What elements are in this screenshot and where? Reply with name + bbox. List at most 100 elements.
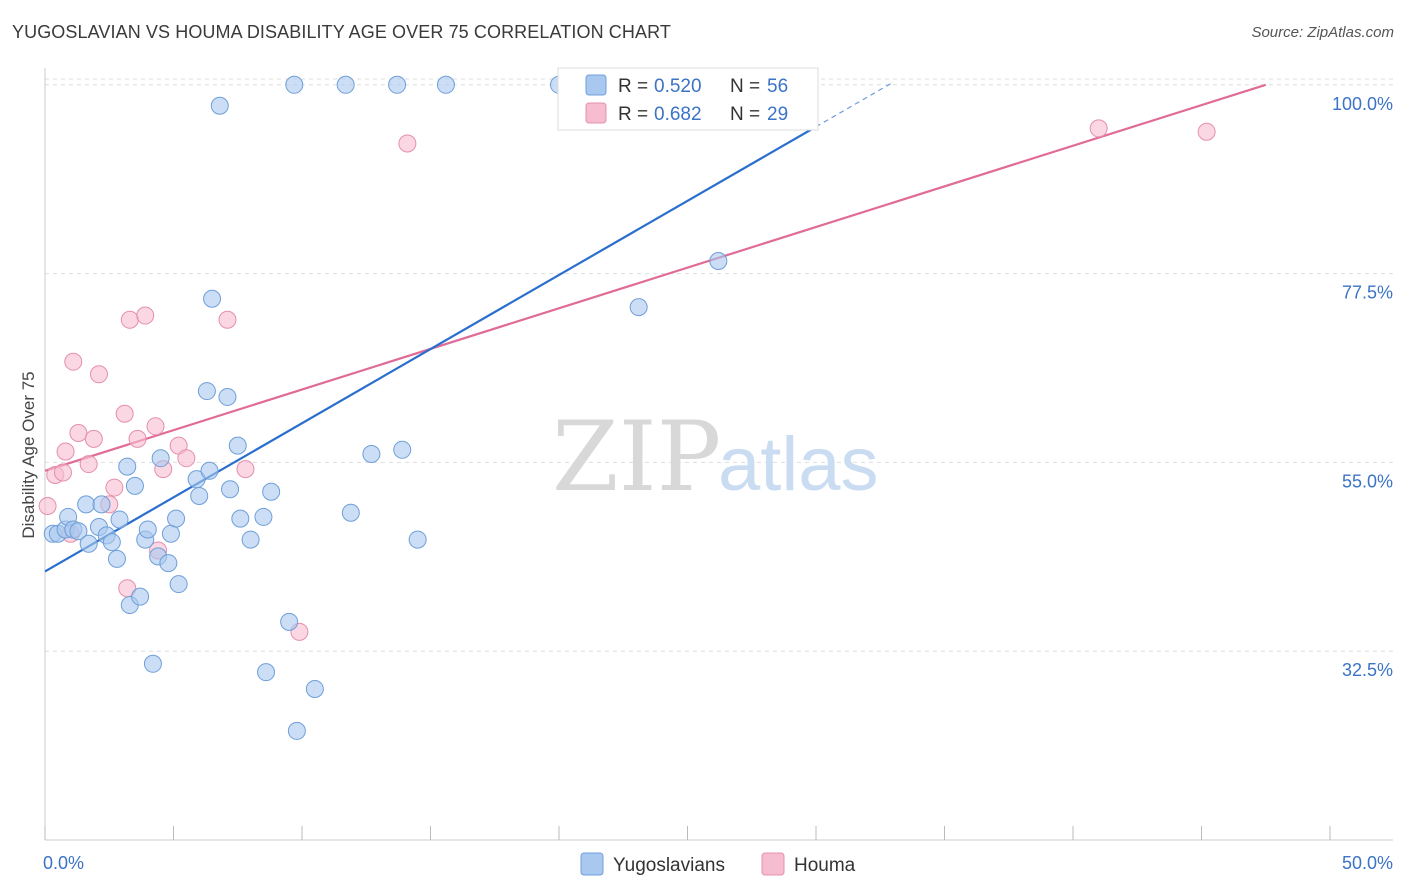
yugoslavian-point	[709, 252, 728, 270]
legend-n-label: N =	[730, 76, 760, 97]
legend-n-value: 29	[767, 104, 788, 125]
legend-r-value: 0.520	[654, 76, 702, 97]
yugoslavian-point	[143, 654, 162, 673]
chart-title: YUGOSLAVIAN VS HOUMA DISABILITY AGE OVER…	[12, 22, 671, 42]
yugoslavian-point	[287, 721, 306, 740]
yugoslavian-point	[388, 75, 407, 94]
houma-point	[105, 478, 124, 497]
yugoslavian-point	[228, 436, 247, 455]
yugoslavian-trend-line	[44, 125, 817, 573]
houma-point	[136, 306, 155, 325]
houma-point	[53, 463, 72, 482]
houma-point	[69, 424, 88, 443]
yugoslavian-point	[169, 575, 188, 594]
yugoslavian-point	[231, 509, 250, 528]
bottom-legend-houma: Houma	[794, 855, 856, 876]
bottom-legend-swatch-yugoslavians	[580, 852, 604, 876]
x-tick-label: 0.0%	[43, 853, 84, 873]
yugoslavian-trend-extension	[815, 81, 894, 128]
houma-point	[1089, 119, 1108, 138]
yugoslavian-point	[138, 520, 157, 539]
yugoslavian-point	[69, 522, 88, 541]
yugoslavian-point	[629, 298, 648, 317]
yugoslavian-point	[362, 445, 381, 463]
yugoslavian-point	[262, 482, 281, 501]
yugoslavian-points	[43, 75, 728, 740]
legend-n-label: N =	[730, 104, 760, 125]
houma-point	[64, 352, 83, 371]
yugoslavian-point	[102, 533, 121, 552]
houma-point	[115, 404, 134, 423]
legend-r-label: R =	[618, 104, 648, 125]
yugoslavian-point	[218, 387, 237, 406]
legend-swatch-yugoslavians	[585, 74, 607, 96]
watermark: ZIP atlas	[552, 401, 879, 513]
yugoslavian-point	[285, 75, 304, 94]
yugoslavian-point	[197, 382, 216, 401]
houma-point	[128, 429, 147, 448]
yugoslavian-point	[79, 534, 98, 553]
houma-point	[120, 310, 139, 329]
y-tick-label: 32.5%	[1342, 660, 1393, 680]
yugoslavian-point	[393, 440, 412, 459]
yugoslavian-point	[161, 524, 180, 543]
houma-point	[177, 449, 196, 468]
trend-lines	[44, 81, 1267, 573]
y-tick-label: 55.0%	[1342, 471, 1393, 491]
yugoslavian-point	[341, 503, 360, 522]
y-tick-label: 100.0%	[1332, 94, 1393, 114]
yugoslavian-point	[241, 530, 260, 549]
legend-box: R = 0.520 N = 56 R = 0.682 N = 29	[557, 67, 819, 131]
axes	[44, 68, 1393, 841]
yugoslavian-point	[210, 96, 229, 115]
yugoslavian-point	[125, 476, 144, 495]
houma-point	[146, 417, 165, 436]
houma-point	[398, 134, 417, 153]
legend-r-label: R =	[618, 76, 648, 97]
x-tick-labels: 0.0% 50.0%	[43, 853, 1393, 873]
houma-trend-line	[44, 83, 1267, 472]
houma-point	[38, 497, 57, 516]
yugoslavian-point	[167, 509, 186, 528]
houma-points	[38, 119, 1216, 641]
yugoslavian-point	[203, 289, 222, 308]
houma-point	[89, 365, 108, 384]
legend-swatch-houma	[585, 102, 607, 124]
yugoslavian-point	[257, 663, 276, 682]
houma-point	[236, 460, 255, 479]
houma-point	[56, 442, 75, 461]
yugoslavian-point	[221, 480, 240, 499]
yugoslavian-point	[107, 549, 126, 568]
yugoslavian-point	[305, 679, 324, 698]
yugoslavian-point	[131, 587, 150, 606]
watermark-zip: ZIP	[552, 401, 721, 513]
legend-n-value: 56	[767, 76, 788, 97]
watermark-atlas: atlas	[718, 422, 879, 507]
yugoslavian-point	[151, 449, 170, 468]
yugoslavian-point	[190, 486, 209, 505]
legend-r-value: 0.682	[654, 104, 702, 125]
yugoslavian-point	[200, 461, 219, 480]
houma-point	[79, 455, 98, 474]
bottom-legend-swatch-houma	[761, 852, 785, 876]
yugoslavian-point	[336, 75, 355, 94]
chart-source: Source: ZipAtlas.com	[1251, 24, 1394, 41]
gridlines	[45, 78, 1393, 652]
yugoslavian-point	[110, 510, 129, 529]
yugoslavian-point	[280, 612, 299, 631]
yugoslavian-point	[254, 507, 273, 526]
yugoslavian-point	[436, 75, 455, 94]
bottom-legend: Yugoslavians Houma	[580, 852, 856, 876]
houma-point	[1197, 122, 1216, 141]
x-tick-label: 50.0%	[1342, 853, 1393, 873]
houma-point	[84, 429, 103, 448]
yugoslavian-point	[77, 495, 96, 514]
yugoslavian-point	[92, 495, 111, 514]
y-tick-labels: 100.0% 77.5% 55.0% 32.5%	[1332, 94, 1393, 680]
y-axis-title: Disability Age Over 75	[19, 371, 38, 538]
bottom-legend-yugoslavians: Yugoslavians	[613, 855, 725, 876]
yugoslavian-point	[118, 457, 137, 476]
houma-point	[218, 310, 237, 329]
y-tick-label: 77.5%	[1342, 283, 1393, 303]
